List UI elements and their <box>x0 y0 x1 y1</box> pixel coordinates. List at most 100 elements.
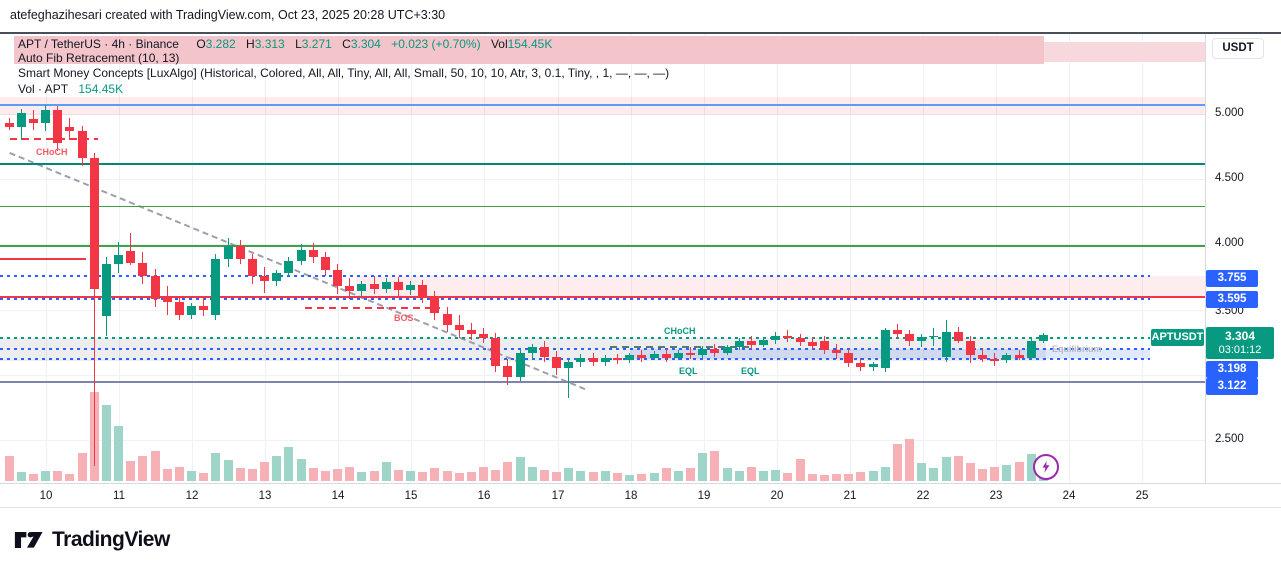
volume-bar <box>564 468 574 481</box>
candle-body <box>393 282 403 291</box>
volume-bar <box>114 426 124 481</box>
time-tick-label: 14 <box>331 490 345 502</box>
time-axis[interactable]: 10 11 12 13 14 15 16 17 18 19 20 21 22 23 24 25 <box>0 483 1281 507</box>
candle-body <box>211 258 221 315</box>
candle-wick <box>93 153 95 467</box>
volume-bar <box>552 472 562 481</box>
candle-body <box>4 123 14 128</box>
volume-label: Vol <box>490 37 508 51</box>
volume-bar <box>734 470 744 481</box>
ohlc-open-label: O <box>196 37 206 51</box>
volume-bar <box>746 466 756 481</box>
gridline-vertical <box>850 34 851 483</box>
gridline-horizontal <box>0 244 1205 246</box>
volume-bar <box>260 462 270 481</box>
volume-bar <box>466 472 476 481</box>
candle-body <box>771 335 781 340</box>
volume-bar <box>406 471 416 481</box>
volume-bar <box>284 446 294 481</box>
tradingview-logo[interactable]: TradingView <box>14 528 170 552</box>
price-level-badge: 3.198 <box>1206 360 1258 378</box>
volume-bar <box>856 472 866 481</box>
volume-bar <box>527 466 537 481</box>
volume-bar <box>77 452 87 481</box>
ohlc-high-value: 3.313 <box>254 37 285 51</box>
price-tick-label: 2.500 <box>1215 433 1244 445</box>
ohlc-high-label: H <box>246 37 255 51</box>
volume-bar <box>357 472 367 481</box>
volume-bar <box>625 475 635 481</box>
candle-body <box>126 250 136 263</box>
candle-body <box>272 273 282 281</box>
candle-body <box>320 257 330 271</box>
legend-row2-highlight <box>14 50 1044 64</box>
fib-level-red-3595 <box>0 296 1205 298</box>
candle-body <box>101 263 111 317</box>
volume-bar <box>393 469 403 481</box>
volume-bar <box>844 474 854 481</box>
candle-body <box>418 284 428 297</box>
volume-bar <box>880 466 890 481</box>
volume-bar <box>4 455 14 481</box>
candle-body <box>333 270 343 287</box>
fib-low-line <box>0 381 1205 383</box>
volume-bar <box>503 461 513 481</box>
candle-body <box>174 301 184 315</box>
candle-body <box>746 340 756 345</box>
price-tick-label: 3.500 <box>1215 305 1244 317</box>
candle-body <box>552 356 562 369</box>
time-tick-label: 18 <box>624 490 638 502</box>
candle-body <box>41 110 50 124</box>
volume-bar <box>990 466 1000 481</box>
candle-body <box>917 336 927 341</box>
gridline-horizontal <box>0 440 1205 441</box>
legend-row-autofib[interactable]: Auto Fib Retracement (10, 13) <box>18 51 180 65</box>
candle-body <box>223 245 233 259</box>
legend-row-vol[interactable]: Vol · APT 154.45K <box>18 82 123 96</box>
volume-bar <box>479 466 489 481</box>
volume-bar <box>965 463 975 481</box>
candle-body <box>905 334 915 341</box>
volume-bar <box>16 472 26 481</box>
time-tick-label: 23 <box>989 490 1003 502</box>
volume-bar <box>211 452 221 481</box>
candle-body <box>807 342 817 347</box>
volume-bar <box>673 470 683 481</box>
candle-body <box>783 335 793 339</box>
widget-top-border <box>0 32 1281 34</box>
chart-plot-area[interactable]: CHoCH BOS CHoCH EQL EQL Equilibrium <box>0 33 1205 483</box>
volume-bar <box>759 470 769 481</box>
candle-body <box>53 110 63 143</box>
time-tick-label: 12 <box>185 490 199 502</box>
volume-bar <box>418 472 428 481</box>
volume-bar <box>1002 464 1012 481</box>
candle-body <box>187 305 197 315</box>
candle-body <box>1038 335 1048 341</box>
volume-bar <box>576 470 586 481</box>
symbol-title[interactable]: APT / TetherUS · 4h · Binance <box>18 37 179 51</box>
candle-body <box>965 340 975 356</box>
volume-bar <box>978 469 988 481</box>
candle-body <box>65 127 75 131</box>
currency-toggle-button[interactable]: USDT <box>1212 38 1264 59</box>
price-level-badge: 3.595 <box>1206 290 1258 308</box>
time-tick-label: 22 <box>916 490 930 502</box>
gridline-vertical <box>631 34 632 483</box>
time-tick-label: 13 <box>258 490 272 502</box>
candle-body <box>357 283 367 292</box>
volume-bar <box>722 467 732 481</box>
candle-body <box>199 305 209 310</box>
candle-body <box>284 261 294 274</box>
candle-wick <box>568 359 570 399</box>
candle-body <box>588 357 598 362</box>
candle-body <box>844 352 854 364</box>
legend-row-symbol[interactable]: APT / TetherUS · 4h · Binance O3.282 H3.… <box>18 37 552 51</box>
gridline-vertical <box>704 34 705 483</box>
candle-body <box>832 350 842 353</box>
instant-trading-button[interactable] <box>1033 454 1059 480</box>
annotation-eql: EQL <box>679 366 698 376</box>
volume-bar <box>65 473 75 481</box>
legend-row-smc[interactable]: Smart Money Concepts [LuxAlgo] (Historic… <box>18 66 670 80</box>
candle-body <box>673 352 683 358</box>
